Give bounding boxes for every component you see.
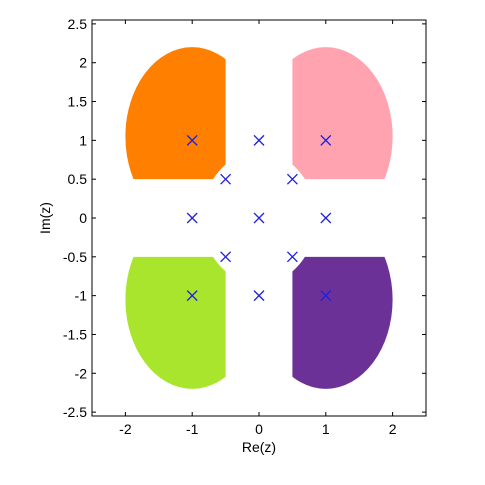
data-points <box>186 134 332 302</box>
y-axis: 2.5 2 1.5 1 0.5 0 -0.5 -1 -1.5 -2 -2.5 <box>63 16 426 420</box>
x-tick-label: 2 <box>389 421 397 437</box>
data-point <box>320 212 332 224</box>
data-point <box>253 290 265 302</box>
x-tick-label: -1 <box>186 421 199 437</box>
x-tick-label: 1 <box>322 421 330 437</box>
y-tick-label: -1.5 <box>63 326 87 342</box>
data-point <box>186 134 198 146</box>
data-point <box>186 290 198 302</box>
y-tick-label: -1 <box>75 288 88 304</box>
y-tick-label: 1.5 <box>68 94 88 110</box>
y-tick-label: -2.5 <box>63 404 87 420</box>
data-point <box>253 212 265 224</box>
x-tick-label: -2 <box>119 421 132 437</box>
y-tick-label: 0.5 <box>68 171 88 187</box>
region-upper-left <box>125 47 226 180</box>
data-point <box>320 290 332 302</box>
x-axis-label: Re(z) <box>242 439 276 455</box>
y-tick-label: 1 <box>79 132 87 148</box>
x-tick-label: 0 <box>255 421 263 437</box>
x-axis: -2 -1 0 1 2 <box>119 20 397 437</box>
y-axis-label: Im(z) <box>37 202 53 234</box>
y-tick-label: -0.5 <box>63 249 87 265</box>
region-lower-left <box>125 256 226 389</box>
shaded-regions <box>125 47 393 389</box>
data-point <box>220 251 232 263</box>
data-point <box>320 134 332 146</box>
data-point <box>186 212 198 224</box>
data-point <box>253 134 265 146</box>
data-point <box>286 173 298 185</box>
y-tick-label: -2 <box>75 365 88 381</box>
data-point <box>286 251 298 263</box>
y-tick-label: 2 <box>79 55 87 71</box>
y-tick-label: 2.5 <box>68 16 88 32</box>
data-point <box>220 173 232 185</box>
region-upper-right <box>292 47 393 180</box>
region-lower-right <box>292 256 393 389</box>
y-tick-label: 0 <box>79 210 87 226</box>
